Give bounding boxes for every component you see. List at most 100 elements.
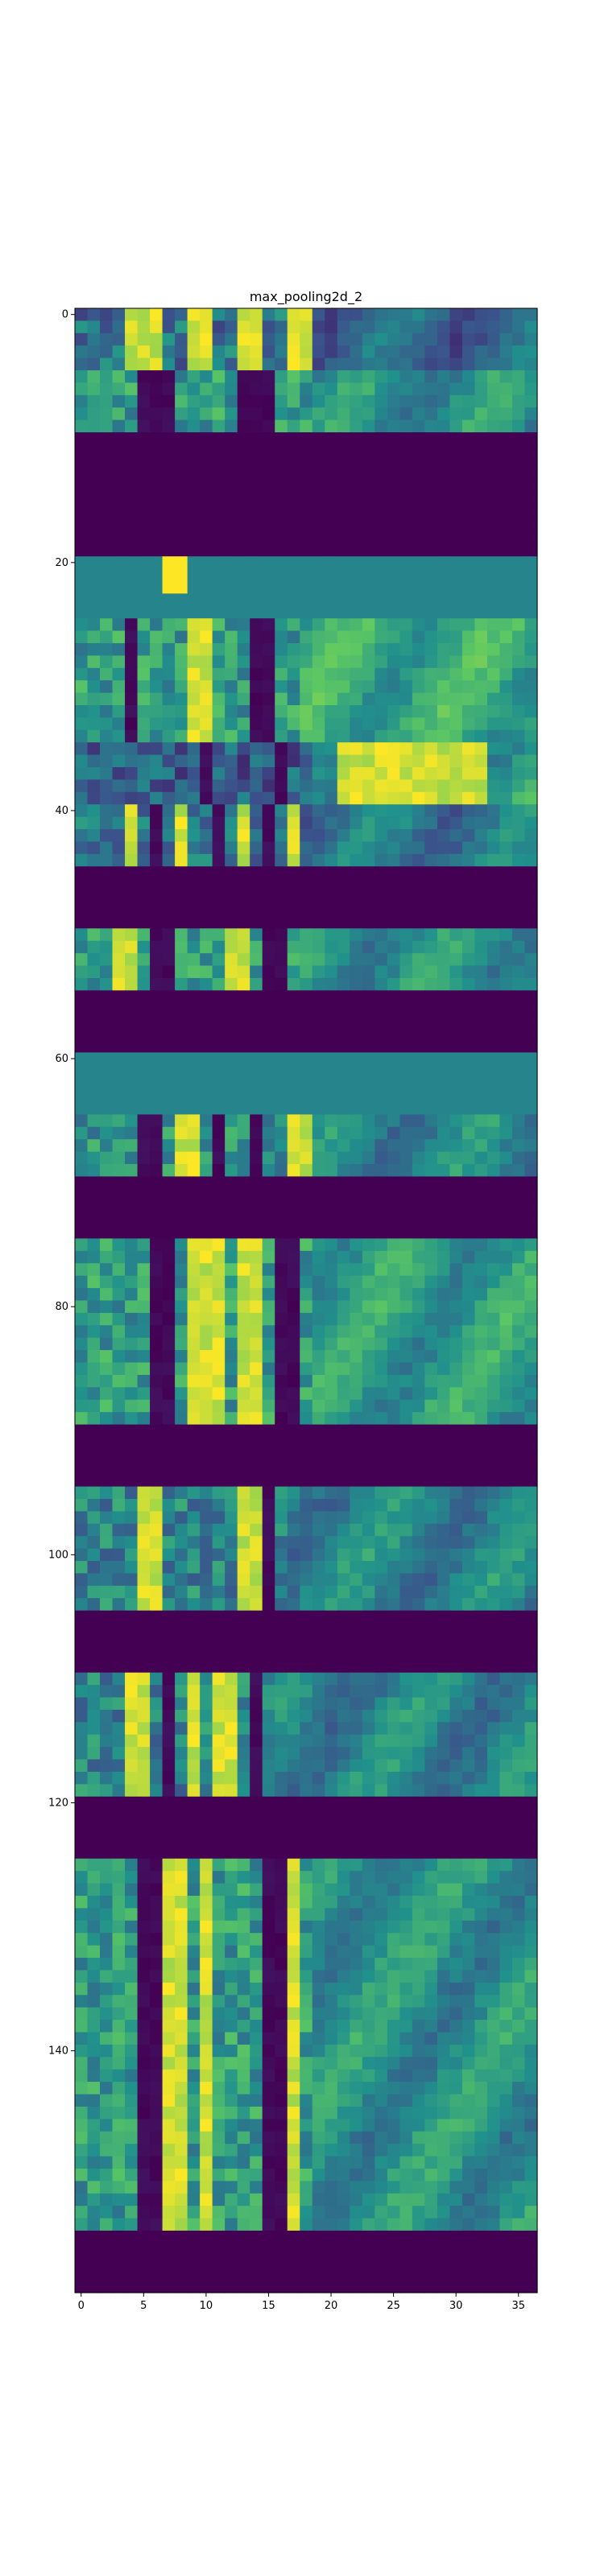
heatmap-cell (100, 1660, 114, 1674)
heatmap-cell (300, 928, 313, 942)
heatmap-cell (399, 1089, 413, 1103)
heatmap-cell (87, 1685, 101, 1699)
heatmap-cell (100, 1771, 114, 1785)
heatmap-cell (237, 1933, 250, 1946)
heatmap-cell (350, 618, 363, 632)
heatmap-cell (100, 1796, 114, 1810)
heatmap-cell (399, 1300, 413, 1314)
heatmap-cell (399, 1250, 413, 1264)
heatmap-cell (237, 1871, 250, 1885)
heatmap-cell (375, 1387, 388, 1401)
heatmap-cell (125, 1325, 139, 1339)
heatmap-cell (412, 705, 425, 719)
heatmap-cell (212, 308, 226, 322)
heatmap-cell (362, 729, 375, 743)
heatmap-cell (387, 1275, 400, 1289)
heatmap-cell (137, 1300, 151, 1314)
heatmap-cell (125, 1201, 139, 1215)
heatmap-cell (212, 1486, 226, 1500)
heatmap-cell (350, 1697, 363, 1711)
heatmap-cell (337, 469, 350, 483)
heatmap-cell (262, 394, 275, 408)
heatmap-cell (137, 1784, 151, 1798)
heatmap-cell (312, 518, 325, 532)
heatmap-cell (337, 940, 350, 954)
heatmap-cell (362, 1288, 375, 1302)
heatmap-cell (399, 419, 413, 433)
heatmap-cell (225, 1920, 238, 1934)
heatmap-cell (399, 308, 413, 322)
heatmap-cell (474, 940, 488, 954)
heatmap-cell (424, 1561, 438, 1575)
heatmap-cell (137, 1176, 151, 1190)
heatmap-cell (524, 1945, 538, 1959)
heatmap-cell (87, 1982, 101, 1996)
heatmap-cell (237, 1399, 250, 1413)
heatmap-cell (262, 444, 275, 458)
heatmap-cell (112, 853, 126, 867)
heatmap-cell (499, 580, 513, 594)
heatmap-cell (275, 1027, 288, 1041)
heatmap-cell (112, 1201, 126, 1215)
heatmap-cell (237, 543, 250, 557)
heatmap-cell (87, 1821, 101, 1835)
heatmap-cell (449, 1945, 463, 1959)
heatmap-cell (350, 481, 363, 495)
heatmap-cell (524, 1362, 538, 1376)
heatmap-cell (511, 320, 526, 334)
heatmap-cell (499, 928, 513, 942)
heatmap-cell (162, 1585, 176, 1599)
heatmap-cell (461, 1821, 476, 1835)
heatmap-cell (325, 1399, 338, 1413)
heatmap-cell (362, 1833, 375, 1847)
heatmap-cell (162, 1945, 176, 1959)
heatmap-cell (461, 1164, 476, 1178)
heatmap-cell (461, 1685, 476, 1699)
heatmap-cell (511, 1796, 526, 1810)
heatmap-cell (499, 1846, 513, 1860)
heatmap-cell (262, 1362, 275, 1376)
heatmap-cell (511, 556, 526, 570)
heatmap-cell (499, 1164, 513, 1178)
heatmap-cell (262, 903, 275, 917)
heatmap-cell (449, 1027, 463, 1041)
heatmap-cell (312, 1548, 325, 1562)
heatmap-cell (125, 841, 139, 855)
heatmap-cell (287, 382, 300, 396)
heatmap-cell (87, 556, 101, 570)
heatmap-cell (362, 1958, 375, 1971)
heatmap-cell (75, 1982, 89, 1996)
heatmap-cell (187, 1002, 201, 1016)
heatmap-cell (287, 481, 300, 495)
heatmap-cell (287, 394, 300, 408)
heatmap-cell (486, 1896, 501, 1909)
heatmap-cell (225, 804, 238, 818)
heatmap-cell (225, 1350, 238, 1364)
heatmap-cell (250, 518, 263, 532)
heatmap-cell (474, 1660, 488, 1674)
heatmap-cell (137, 518, 151, 532)
heatmap-cell (312, 494, 325, 508)
heatmap-cell (112, 1660, 126, 1674)
heatmap-cell (486, 308, 501, 322)
heatmap-cell (449, 432, 463, 446)
heatmap-cell (325, 878, 338, 892)
heatmap-cell (362, 1499, 375, 1513)
heatmap-cell (350, 853, 363, 867)
heatmap-cell (100, 1896, 114, 1909)
heatmap-cell (474, 903, 488, 917)
heatmap-cell (150, 1064, 163, 1078)
heatmap-cell (511, 1164, 526, 1178)
heatmap-cell (437, 1672, 450, 1686)
heatmap-cell (237, 518, 250, 532)
heatmap-cell (225, 791, 238, 805)
heatmap-cell (337, 1288, 350, 1302)
heatmap-cell (486, 1660, 501, 1674)
heatmap-cell (137, 1350, 151, 1364)
heatmap-cell (287, 841, 300, 855)
heatmap-cell (449, 518, 463, 532)
heatmap-cell (424, 1250, 438, 1264)
heatmap-cell (162, 531, 176, 545)
heatmap-cell (424, 1263, 438, 1277)
heatmap-cell (225, 345, 238, 359)
